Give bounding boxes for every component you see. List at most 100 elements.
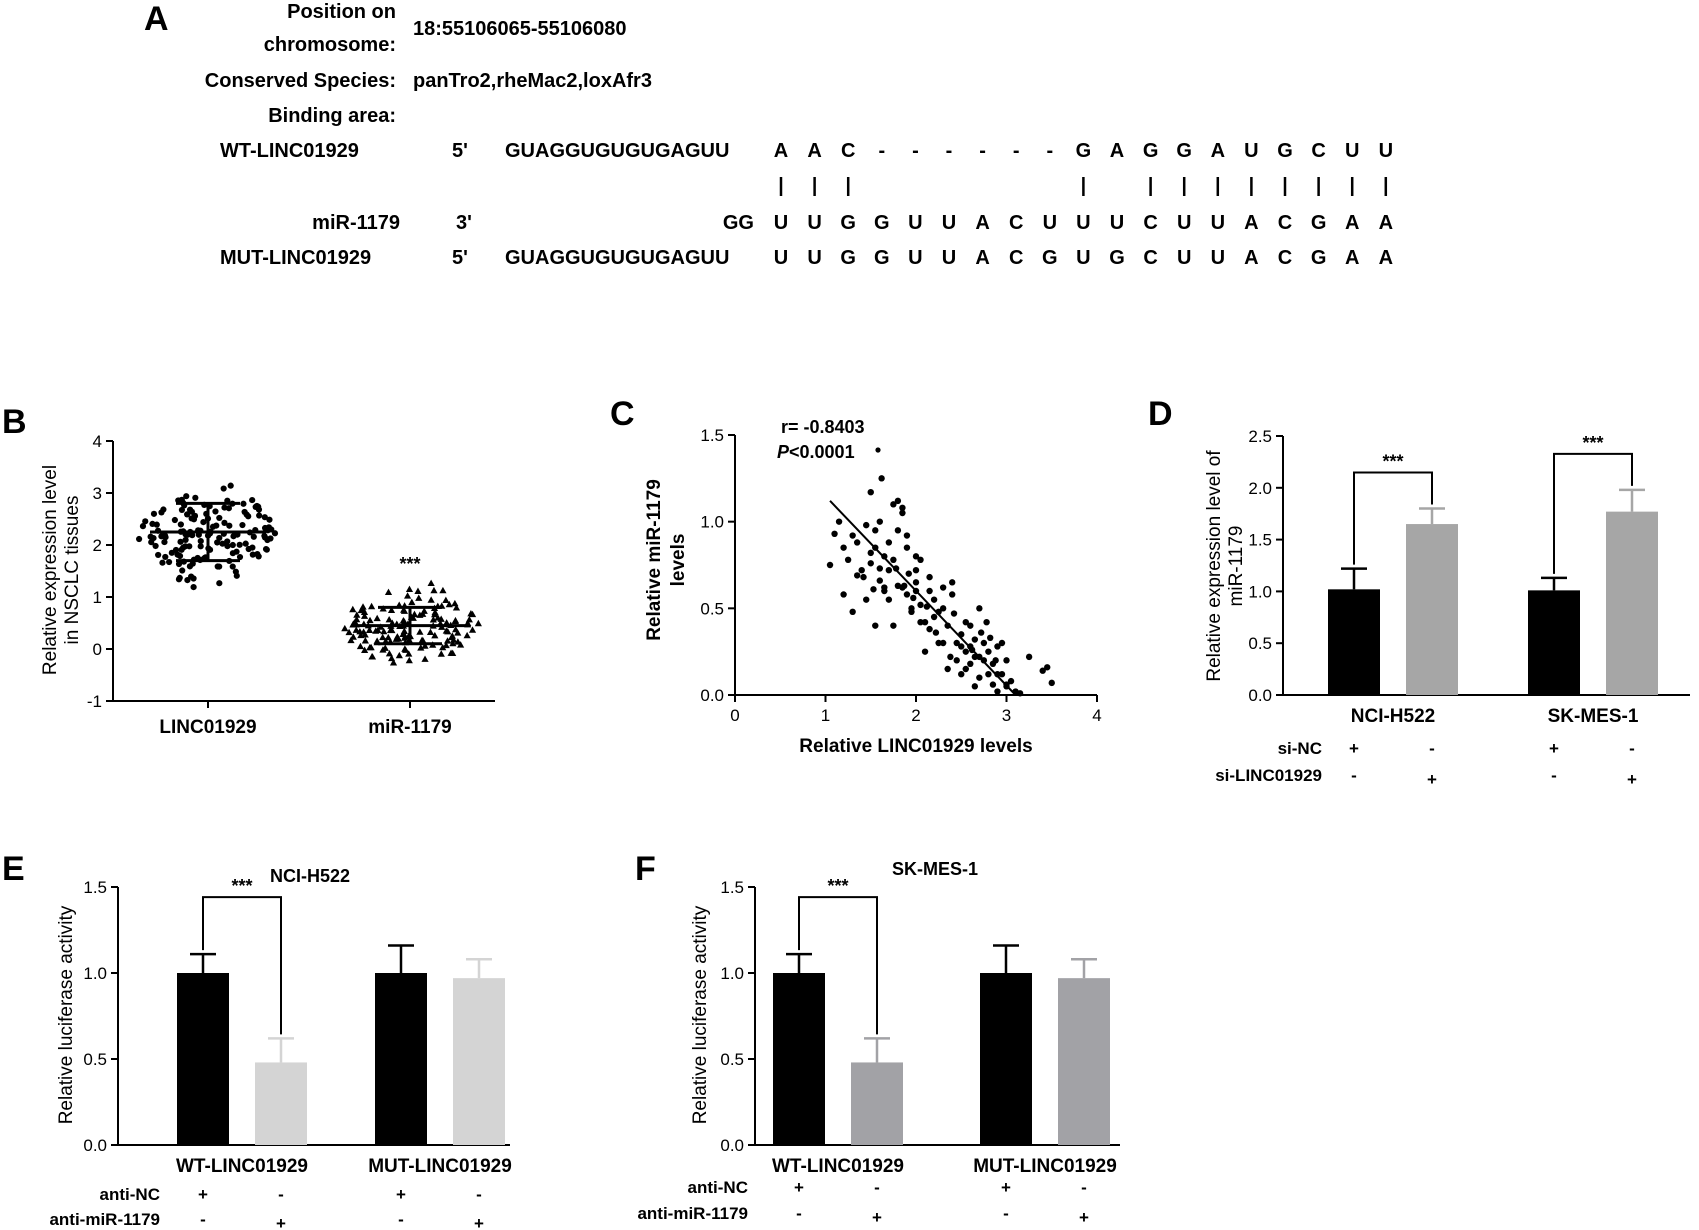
data-point xyxy=(452,604,461,611)
base-pair-bonds xyxy=(779,177,1388,196)
mir-base: U xyxy=(942,212,956,234)
data-point xyxy=(379,646,387,653)
data-point xyxy=(921,619,929,626)
data-point xyxy=(431,631,439,639)
data-point xyxy=(451,599,459,607)
treatment-sign: - xyxy=(1429,739,1435,758)
data-point xyxy=(420,607,428,614)
data-point xyxy=(454,629,462,636)
data-point xyxy=(213,522,220,529)
data-point xyxy=(250,533,257,540)
mir-base: U xyxy=(807,212,821,234)
data-point xyxy=(992,657,999,664)
panel-label-e: E xyxy=(2,850,25,888)
y-axis-label-line: levels xyxy=(668,534,689,587)
mir-base: C xyxy=(1143,212,1157,234)
data-point xyxy=(389,659,398,666)
panel-e: E 0.0 0.5 1.0 1.5 Relative luciferase activi… xyxy=(2,850,512,1230)
treatment-sign: + xyxy=(1427,770,1437,789)
data-point xyxy=(366,643,374,651)
y-tick-label: 1.5 xyxy=(1248,531,1272,550)
significance-marker: *** xyxy=(1582,433,1603,453)
x-tick-label: miR-1179 xyxy=(368,717,451,738)
x-tick-label: 2 xyxy=(911,706,920,725)
data-point xyxy=(953,657,960,664)
mut-end: 5' xyxy=(452,247,468,269)
data-point xyxy=(410,610,419,618)
wt-base: A xyxy=(774,140,788,162)
data-point xyxy=(388,654,396,662)
y-axis-label-line: Relative expression level xyxy=(40,465,61,675)
data-point xyxy=(885,596,893,603)
mir-base: U xyxy=(1076,212,1090,234)
wt-base: A xyxy=(807,140,821,162)
data-point xyxy=(227,482,234,489)
x-tick-label: 0 xyxy=(730,706,739,725)
treatment-sign: - xyxy=(1551,766,1557,785)
mut-base: U xyxy=(908,247,922,269)
y-tick-label: 1.5 xyxy=(720,878,744,897)
species-label: Conserved Species: xyxy=(205,70,396,92)
data-point xyxy=(405,656,413,664)
data-point xyxy=(998,639,1006,647)
data-point xyxy=(415,594,423,601)
p-rest: <0.0001 xyxy=(789,442,855,462)
mir-end: 3' xyxy=(456,212,472,234)
data-point xyxy=(361,646,369,654)
x-axis-label: Relative LINC01929 levels xyxy=(799,736,1032,757)
treatment-label: anti-miR-1179 xyxy=(637,1204,748,1223)
panel-label-a: A xyxy=(144,0,169,38)
data-point xyxy=(352,626,360,633)
mir-base: U xyxy=(1177,212,1191,234)
data-point xyxy=(939,639,947,647)
data-point xyxy=(939,584,947,591)
data-point xyxy=(930,613,938,621)
data-point xyxy=(240,500,247,507)
data-point xyxy=(926,573,933,581)
data-point xyxy=(448,633,456,641)
data-point xyxy=(256,512,263,519)
x-tick-label: MUT-LINC01929 xyxy=(368,1156,512,1177)
mut-base: G xyxy=(1109,247,1125,269)
treatment-sign: - xyxy=(1629,739,1635,758)
data-point xyxy=(985,671,992,678)
data-point xyxy=(271,530,279,537)
x-tick-label: LINC01929 xyxy=(159,717,256,738)
data-point xyxy=(876,565,883,572)
data-point xyxy=(189,532,196,539)
data-point xyxy=(224,542,231,550)
mir-base: U xyxy=(1043,212,1057,234)
data-point xyxy=(365,626,374,633)
significance-bracket xyxy=(1553,452,1633,574)
treatment-sign: - xyxy=(476,1185,482,1204)
data-point xyxy=(368,602,376,610)
data-point xyxy=(360,608,369,615)
treatment-sign: - xyxy=(1081,1178,1087,1197)
mut-base: C xyxy=(1009,247,1023,269)
data-point xyxy=(249,551,256,558)
data-point xyxy=(172,546,180,554)
data-point xyxy=(901,582,908,589)
data-point xyxy=(983,619,990,626)
treatment-sign: - xyxy=(874,1178,880,1197)
y-axis-label: Relative expression levelin NSCLC tissue… xyxy=(40,465,83,675)
data-point xyxy=(262,546,270,553)
data-point xyxy=(139,523,147,530)
data-point xyxy=(976,674,983,681)
chart-c: 0.0 0.5 1.0 1.5 0 1 2 3 4 Relative LINC01929 leve… xyxy=(644,417,1102,757)
data-point xyxy=(165,558,173,566)
y-tick-label: 1.0 xyxy=(83,964,107,983)
data-point xyxy=(958,671,965,678)
data-point xyxy=(392,635,400,642)
data-point xyxy=(921,648,929,655)
treatment-sign: + xyxy=(872,1208,882,1227)
panel-label-b: B xyxy=(2,403,27,441)
data-point xyxy=(905,570,912,577)
p-italic: P xyxy=(777,442,790,462)
wt-base: - xyxy=(912,140,919,162)
mut-base: A xyxy=(975,247,989,269)
data-point xyxy=(161,538,168,546)
data-point xyxy=(878,475,885,482)
data-point xyxy=(150,510,158,517)
data-point xyxy=(186,563,194,570)
